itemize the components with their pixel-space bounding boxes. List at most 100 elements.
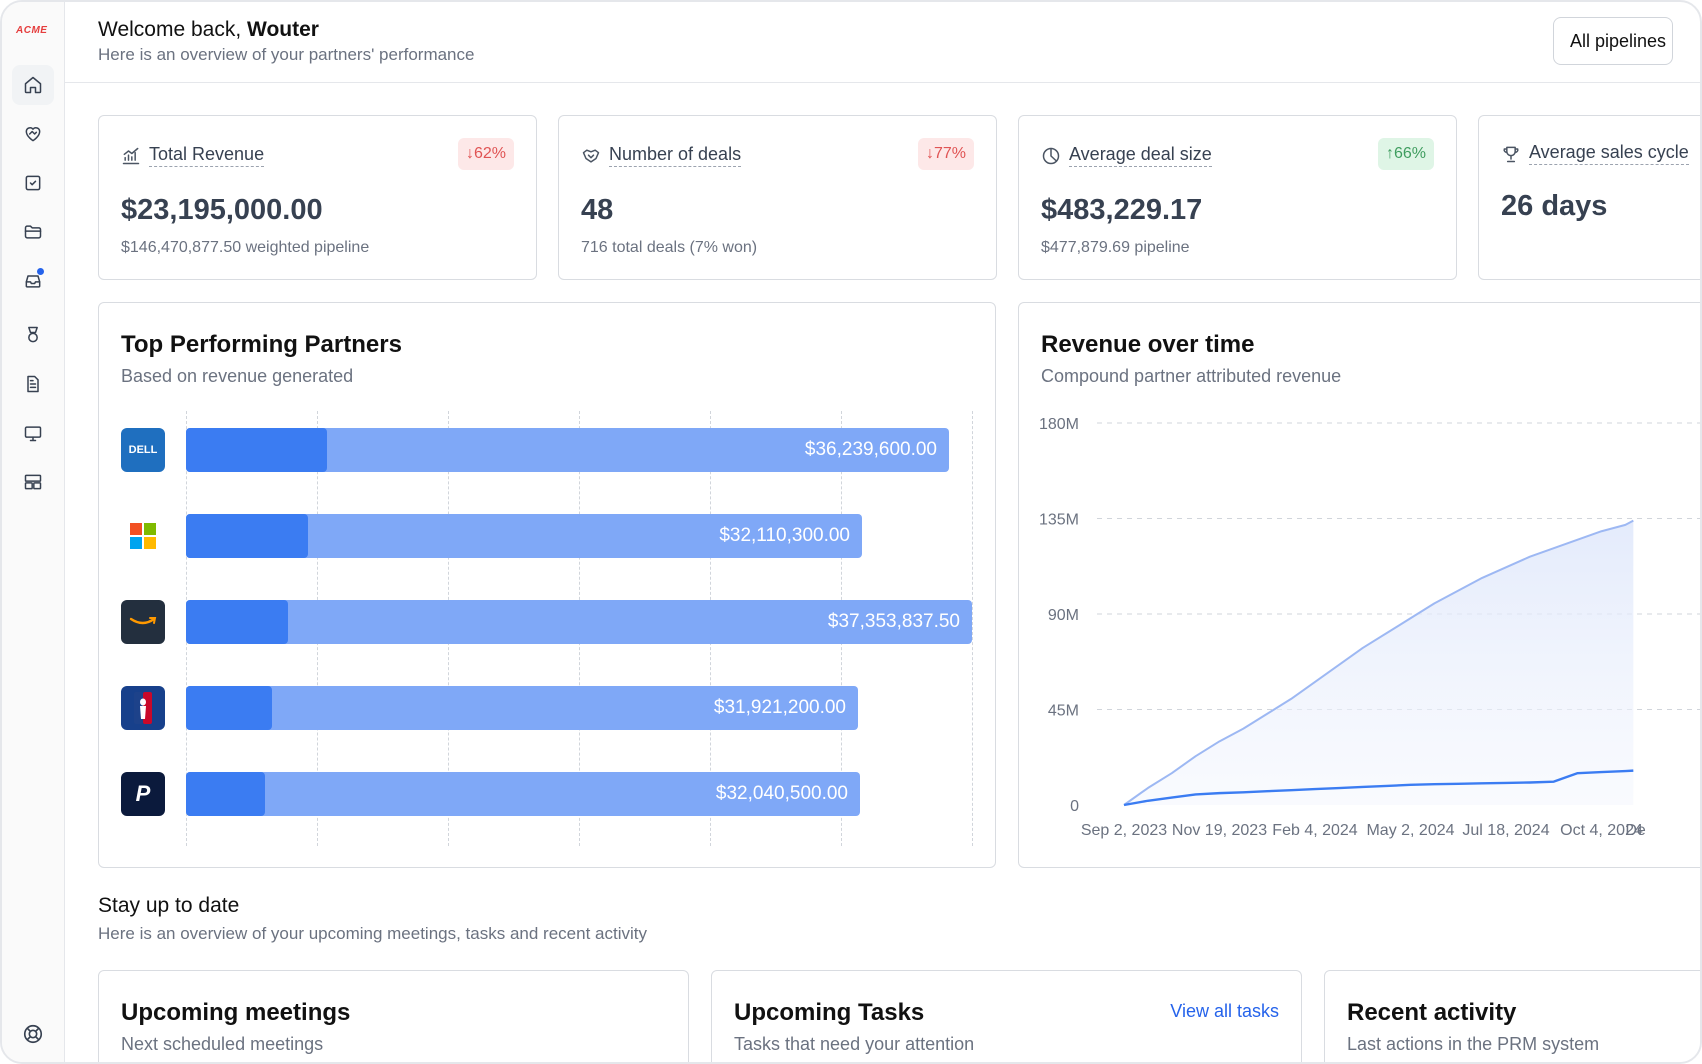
section-subtitle: Here is an overview of your upcoming mee… (98, 924, 647, 943)
recent-activity-card: Recent activity Last actions in the PRM … (1324, 970, 1700, 1062)
sidebar-item-partners[interactable] (12, 114, 54, 154)
stat-label[interactable]: Average deal size (1069, 144, 1212, 167)
y-tick-label: 45M (1048, 703, 1079, 720)
partner-bar-label: $32,040,500.00 (715, 783, 848, 804)
x-tick-label: Oct 4, 2024 (1560, 822, 1643, 839)
top-partners-card: Top Performing Partners Based on revenue… (98, 302, 996, 868)
partner-bar[interactable]: $36,239,600.00 (186, 428, 949, 472)
stat-title: Total Revenue (121, 144, 265, 167)
welcome-heading: Welcome back, Wouter (98, 18, 319, 42)
dell-logo-text: DELL (128, 444, 158, 456)
partner-bar[interactable]: $32,040,500.00 (186, 772, 860, 816)
home-icon (24, 76, 42, 94)
stat-card-average-deal-size: Average deal size ↑66% $483,229.17 $477,… (1018, 115, 1457, 280)
stat-title: Average sales cycle (1501, 142, 1689, 165)
partner-bar[interactable]: $31,921,200.00 (186, 686, 858, 730)
sidebar-item-documents[interactable] (12, 364, 54, 404)
award-icon (28, 326, 38, 343)
stat-card-total-revenue: Total Revenue ↓62% $23,195,000.00 $146,4… (98, 115, 537, 280)
partner-bar-won (186, 428, 327, 472)
microsoft-icon (130, 523, 156, 549)
card-subtitle: Next scheduled meetings (121, 1034, 324, 1054)
change-badge: ↓77% (917, 138, 974, 170)
x-tick-label: Feb 4, 2024 (1272, 822, 1358, 839)
stat-value: $483,229.17 (1041, 194, 1203, 226)
sidebar-item-rewards[interactable] (12, 315, 54, 355)
partner-bar[interactable]: $37,353,837.50 (186, 600, 972, 644)
trophy-icon (1503, 146, 1519, 162)
sidebar-item-home[interactable] (12, 65, 54, 105)
stat-label[interactable]: Number of deals (609, 144, 742, 167)
pipeline-selector[interactable]: All pipelines (1553, 17, 1673, 65)
x-tick-label: May 2, 2024 (1366, 822, 1454, 839)
card-subtitle: Tasks that need your attention (734, 1034, 975, 1054)
stat-label[interactable]: Total Revenue (149, 144, 265, 167)
checkbox-icon (25, 175, 41, 191)
stat-value: 26 days (1501, 190, 1608, 222)
y-tick-label: 90M (1048, 607, 1079, 624)
stat-value: 48 (581, 194, 614, 226)
sidebar-item-files[interactable] (12, 212, 54, 252)
series-area (1124, 520, 1634, 805)
layout-icon (24, 474, 42, 490)
sidebar-item-layouts[interactable] (12, 462, 54, 502)
stat-value: $23,195,000.00 (121, 194, 323, 226)
dell-logo: DELL (121, 428, 165, 472)
amazon-logo (121, 600, 165, 644)
card-title: Revenue over time (1041, 331, 1255, 358)
stat-subtext: 716 total deals (7% won) (581, 239, 758, 256)
document-icon (27, 375, 39, 393)
view-all-tasks-link[interactable]: View all tasks (1170, 1001, 1279, 1021)
x-tick-label: Nov 19, 2023 (1172, 822, 1267, 839)
acme-logo[interactable]: ACME (16, 25, 48, 36)
sidebar-item-presentations[interactable] (12, 413, 54, 453)
help-icon (23, 1024, 43, 1044)
section-title: Stay up to date (98, 894, 240, 917)
card-subtitle: Compound partner attributed revenue (1041, 366, 1342, 386)
upcoming-meetings-card: Upcoming meetings Next scheduled meeting… (98, 970, 689, 1062)
partner-bar[interactable]: $32,110,300.00 (186, 514, 862, 558)
partner-bar-won (186, 600, 288, 644)
handshake-icon (582, 148, 600, 163)
stat-subtext: $477,879.69 pipeline (1041, 239, 1190, 256)
sidebar-item-tasks[interactable] (12, 163, 54, 203)
nba-logo (121, 686, 165, 730)
stat-subtext: $146,470,877.50 weighted pipeline (121, 239, 370, 256)
upcoming-tasks-card: Upcoming Tasks Tasks that need your atte… (711, 970, 1302, 1062)
change-badge: ↑66% (1377, 138, 1434, 170)
x-tick-label: Sep 2, 2023 (1081, 822, 1167, 839)
stat-label[interactable]: Average sales cycle (1529, 142, 1689, 165)
welcome-subtitle: Here is an overview of your partners' pe… (98, 45, 475, 64)
card-title: Upcoming meetings (121, 999, 351, 1026)
folder-icon (24, 225, 42, 239)
series-line (1123, 519, 1634, 806)
change-badge: ↓62% (457, 138, 514, 170)
partner-bar-label: $36,239,600.00 (804, 439, 937, 460)
stat-title: Average deal size (1041, 144, 1212, 167)
nba-icon (134, 692, 152, 724)
y-tick-label: 135M (1039, 512, 1079, 529)
welcome-prefix: Welcome back, (98, 18, 247, 41)
card-subtitle: Based on revenue generated (121, 366, 354, 386)
inbox-icon (25, 275, 41, 288)
revenue-line-chart[interactable]: 0 45M 90M 135M 180M Sep 2, 2023 Nov 19, 2023 Fe… (1019, 303, 1702, 869)
x-tick-label: De (1625, 822, 1646, 839)
card-title: Recent activity (1347, 999, 1517, 1026)
amazon-smile-icon (129, 617, 157, 625)
help-button[interactable] (22, 1023, 44, 1045)
stat-title: Number of deals (581, 144, 742, 167)
card-title: Upcoming Tasks (734, 999, 925, 1026)
card-title: Top Performing Partners (121, 331, 402, 358)
revenue-over-time-card: Revenue over time Compound partner attri… (1018, 302, 1702, 869)
partner-bar-label: $32,110,300.00 (719, 525, 850, 546)
user-name: Wouter (247, 18, 319, 41)
partner-bar-label: $31,921,200.00 (713, 697, 846, 718)
sidebar-item-inbox[interactable] (12, 261, 54, 301)
stat-card-average-sales-cycle: Average sales cycle 26 days (1478, 115, 1700, 280)
y-tick-label: 0 (1070, 798, 1079, 815)
page-header: Welcome back, Wouter Here is an overview… (65, 2, 1700, 83)
gridline (972, 411, 973, 846)
chart-icon (122, 147, 140, 164)
sidebar: ACME (2, 2, 65, 1062)
